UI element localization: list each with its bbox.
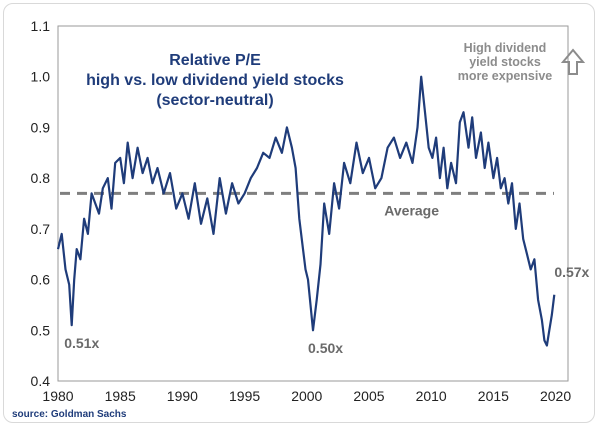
value-annotation: 0.57x <box>554 264 589 280</box>
y-tick-label: 0.6 <box>31 272 51 288</box>
x-tick-label: 2000 <box>291 388 322 404</box>
average-label: Average <box>384 202 439 218</box>
x-axis: 1980 1985 1990 1995 2000 2005 2010 2015 2020 <box>42 388 571 404</box>
chart-title-line-1: Relative P/E <box>169 52 261 69</box>
y-tick-label: 0.7 <box>31 221 51 237</box>
note-line-1: High dividend <box>464 41 547 55</box>
value-annotation: 0.50x <box>308 340 343 356</box>
value-annotation: 0.51x <box>64 335 99 351</box>
y-tick-label: 0.9 <box>31 119 51 135</box>
x-tick-label: 2020 <box>540 388 571 404</box>
up-arrow-icon <box>560 48 586 75</box>
y-axis: 0.4 0.5 0.6 0.7 0.8 0.9 1.0 1.1 <box>31 18 51 389</box>
source-note: source: Goldman Sachs <box>12 409 127 420</box>
note-line-3: more expensive <box>458 69 553 83</box>
x-tick-label: 1985 <box>105 388 136 404</box>
y-tick-label: 1.0 <box>31 69 51 85</box>
chart-title-line-3: (sector-neutral) <box>156 92 273 109</box>
x-tick-label: 1990 <box>167 388 198 404</box>
chart-title-line-2: high vs. low dividend yield stocks <box>86 72 344 89</box>
note-line-2: yield stocks <box>469 55 541 69</box>
x-tick-label: 2010 <box>416 388 447 404</box>
y-tick-label: 0.5 <box>31 322 51 338</box>
annotations: 0.51x 0.50x 0.57x <box>64 264 589 356</box>
y-tick-label: 1.1 <box>31 18 51 34</box>
y-tick-label: 0.8 <box>31 170 51 186</box>
y-tick-label: 0.4 <box>31 373 51 389</box>
x-tick-label: 2015 <box>478 388 509 404</box>
x-tick-label: 1995 <box>229 388 260 404</box>
plot-area <box>57 25 569 382</box>
x-tick-label: 1980 <box>42 388 73 404</box>
relative-pe-series-line <box>56 75 556 347</box>
x-tick-label: 2005 <box>353 388 384 404</box>
